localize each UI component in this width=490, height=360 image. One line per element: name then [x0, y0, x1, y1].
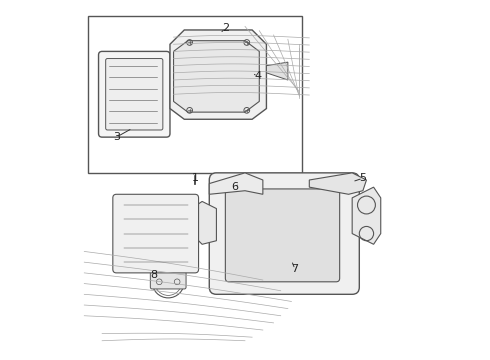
FancyBboxPatch shape	[150, 267, 186, 289]
Text: 4: 4	[254, 71, 261, 81]
Polygon shape	[192, 202, 217, 244]
FancyBboxPatch shape	[113, 194, 198, 273]
Text: 1: 1	[192, 173, 198, 183]
Polygon shape	[352, 187, 381, 244]
Text: 8: 8	[150, 270, 157, 280]
Text: 3: 3	[113, 132, 120, 142]
Text: 5: 5	[359, 173, 367, 183]
FancyBboxPatch shape	[225, 189, 340, 282]
FancyBboxPatch shape	[209, 173, 359, 294]
FancyBboxPatch shape	[98, 51, 170, 137]
Text: 2: 2	[222, 23, 229, 33]
Polygon shape	[173, 41, 259, 112]
Polygon shape	[170, 30, 267, 119]
Polygon shape	[209, 173, 263, 194]
Text: 6: 6	[231, 182, 238, 192]
Polygon shape	[309, 173, 367, 194]
Polygon shape	[267, 62, 288, 80]
Text: 7: 7	[292, 264, 298, 274]
FancyBboxPatch shape	[106, 59, 163, 130]
Bar	[88, 16, 302, 173]
